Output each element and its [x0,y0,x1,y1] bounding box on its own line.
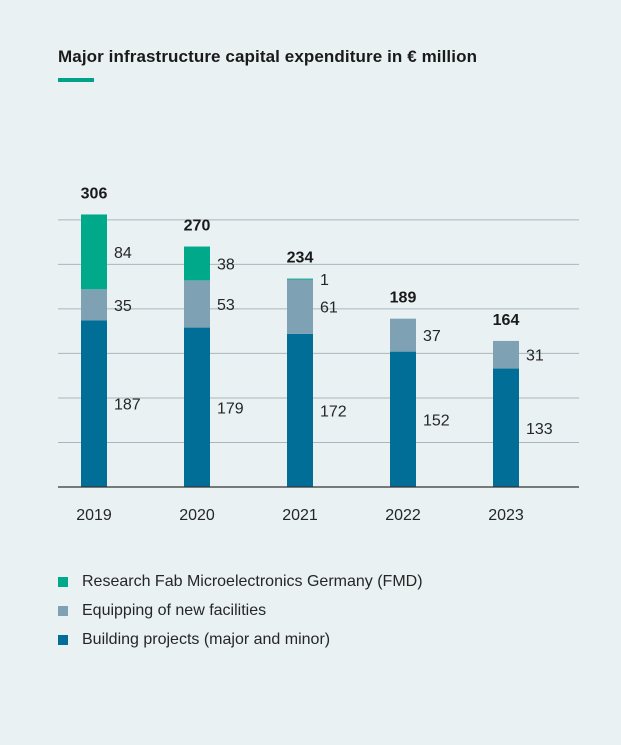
bar-segment-equipping [493,340,519,369]
legend-swatch-fmd [58,576,68,587]
bar-segment-fmd [184,246,210,281]
legend-item-building: Building projects (major and minor) [58,625,423,654]
bar-segment-equipping [287,279,313,334]
data-label-fmd: 1 [320,272,329,289]
bar-segment-equipping [184,280,210,328]
total-label: 234 [287,250,314,267]
x-tick-label: 2020 [179,507,215,524]
total-label: 164 [493,312,520,329]
bar-segment-building [390,351,416,487]
data-label-fmd: 38 [217,256,235,273]
bar-segment-equipping [390,318,416,352]
data-label-equipping: 31 [526,348,544,365]
legend-swatch-building [58,634,68,645]
data-label-building: 172 [320,403,347,420]
bar-segment-building [81,320,107,487]
legend-swatch-equipping [58,605,68,616]
legend-label-building: Building projects (major and minor) [82,630,331,648]
legend-item-equipping: Equipping of new facilities [58,596,423,625]
data-label-building: 187 [114,397,141,414]
chart-legend: Research Fab Microelectronics Germany (F… [58,567,423,654]
data-label-equipping: 53 [217,297,235,314]
bar-segment-equipping [81,289,107,321]
total-label: 189 [390,290,417,307]
data-label-building: 152 [423,412,450,429]
total-label: 270 [184,218,211,235]
bar-segment-fmd [287,278,313,280]
x-tick-label: 2022 [385,507,421,524]
data-label-equipping: 37 [423,328,441,345]
x-tick-label: 2019 [76,507,112,524]
chart-title: Major infrastructure capital expenditure… [58,47,478,66]
data-label-equipping: 35 [114,298,132,315]
data-label-building: 133 [526,421,553,438]
bar-segment-building [493,368,519,487]
data-label-equipping: 61 [320,300,338,317]
bar-segment-fmd [81,214,107,290]
data-label-fmd: 84 [114,245,132,262]
legend-item-fmd: Research Fab Microelectronics Germany (F… [58,567,423,596]
legend-label-equipping: Equipping of new facilities [82,601,267,619]
title-accent-bar [58,78,94,82]
x-tick-label: 2021 [282,507,318,524]
bar-segment-building [184,327,210,487]
legend-label-fmd: Research Fab Microelectronics Germany (F… [82,572,423,590]
data-label-building: 179 [217,400,244,417]
bar-segment-building [287,333,313,487]
stacked-bar-chart: 187 35 84 306 2019 179 53 38 270 2020 172 61 1 234 202… [58,185,579,524]
total-label: 306 [81,185,108,202]
x-tick-label: 2023 [488,507,524,524]
